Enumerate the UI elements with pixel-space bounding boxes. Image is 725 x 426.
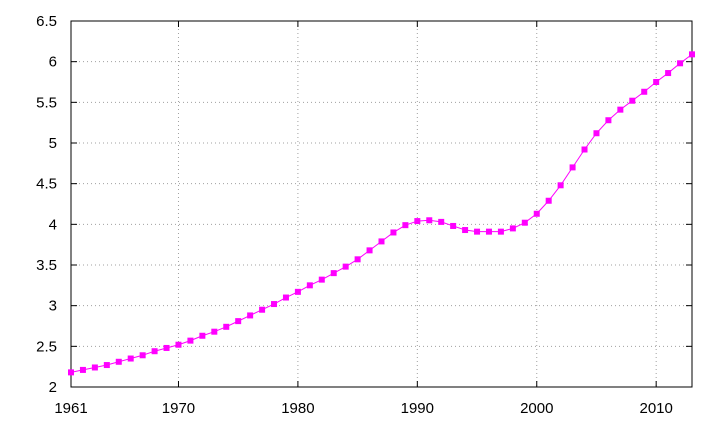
data-point <box>151 348 158 355</box>
x-tick-label: 2000 <box>520 400 553 417</box>
data-point <box>271 301 278 308</box>
data-point <box>103 362 110 369</box>
data-point <box>354 256 361 263</box>
data-point <box>653 79 660 85</box>
data-point <box>223 323 230 330</box>
data-point <box>282 294 289 301</box>
data-point <box>342 263 349 270</box>
data-point <box>115 358 122 365</box>
data-point <box>414 218 421 225</box>
data-point <box>545 197 552 204</box>
data-point <box>438 218 445 225</box>
data-point <box>581 146 588 153</box>
data-point <box>533 210 540 217</box>
data-point <box>247 312 254 319</box>
plot-area-border <box>70 20 693 388</box>
y-tick-label: 4 <box>49 216 57 233</box>
y-tick-label: 5.5 <box>36 94 57 111</box>
y-tick-label: 6 <box>49 54 57 71</box>
data-point <box>163 344 170 351</box>
data-point <box>605 117 612 124</box>
data-point <box>294 288 301 295</box>
data-point <box>187 337 194 344</box>
data-point <box>211 328 218 335</box>
data-point <box>689 51 695 58</box>
series-line <box>70 53 693 373</box>
x-tick-label: 1961 <box>54 400 87 417</box>
data-point <box>593 130 600 137</box>
data-point <box>127 355 134 362</box>
data-point <box>366 247 373 254</box>
y-tick-label: 2.5 <box>36 338 57 355</box>
data-point <box>259 306 266 313</box>
data-point <box>175 341 182 348</box>
y-tick-label: 6.5 <box>36 13 57 30</box>
data-point <box>497 228 504 235</box>
data-point <box>79 366 86 373</box>
data-point <box>462 227 469 234</box>
x-tick-label: 1970 <box>162 400 195 417</box>
data-point <box>450 222 457 229</box>
tick-labels: 1961 1970 1980 1990 2000 2010 2 2.5 3 3.5 4 4.5 5 5.5… <box>36 13 673 417</box>
y-tick-label: 2 <box>49 379 57 396</box>
data-point <box>641 88 648 95</box>
x-tick-label: 1990 <box>401 400 434 417</box>
data-point <box>485 228 492 235</box>
data-point <box>318 276 325 283</box>
data-point <box>91 364 98 371</box>
data-point <box>199 332 206 339</box>
data-point <box>402 222 409 229</box>
grid <box>71 21 692 387</box>
y-tick-label: 5 <box>49 135 57 152</box>
y-tick-label: 3 <box>49 298 57 315</box>
axis-ticks <box>70 20 692 388</box>
data-point <box>617 106 624 113</box>
y-tick-label: 3.5 <box>36 257 57 274</box>
data-point <box>330 270 337 277</box>
data-point <box>68 369 74 376</box>
data-point <box>139 352 146 359</box>
data-point <box>390 229 397 236</box>
x-tick-label: 2010 <box>639 400 672 417</box>
data-point <box>426 217 433 224</box>
data-point <box>677 60 684 67</box>
data-series <box>68 51 695 376</box>
data-point <box>569 164 576 171</box>
data-point <box>665 70 672 77</box>
data-point <box>629 97 636 104</box>
data-point <box>557 182 564 189</box>
data-point <box>521 219 528 226</box>
data-point <box>378 238 385 245</box>
data-point <box>474 228 481 235</box>
data-point <box>509 225 516 232</box>
data-point <box>306 282 313 289</box>
y-tick-label: 4.5 <box>36 176 57 193</box>
data-point <box>235 318 242 325</box>
x-tick-label: 1980 <box>281 400 314 417</box>
